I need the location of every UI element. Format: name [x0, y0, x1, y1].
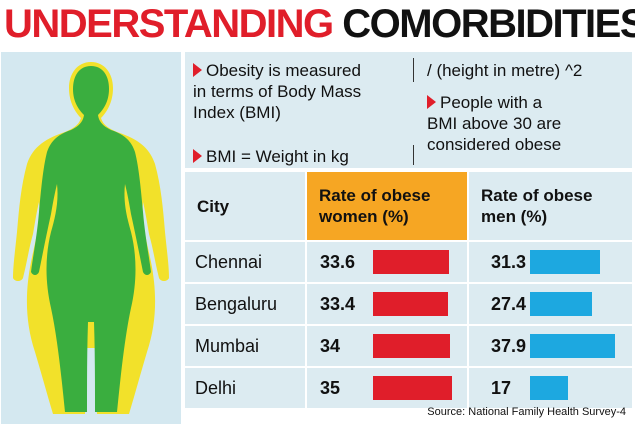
header-women-line-1: Rate of obese: [319, 186, 431, 205]
obese-line-1: People with a: [440, 93, 543, 112]
obesity-line-1: Obesity is measured: [206, 61, 361, 80]
normal-silhouette: [31, 66, 151, 412]
arrow-icon: [193, 63, 202, 77]
obesity-line-3: Index (BMI): [193, 103, 281, 122]
men-value-label: 17: [491, 378, 512, 398]
city-label: Chennai: [195, 252, 263, 272]
header-men-cell: [469, 172, 632, 240]
arrow-icon: [193, 149, 202, 163]
obese-threshold: People with a BMI above 30 are considere…: [427, 92, 627, 155]
info-panel: [185, 52, 632, 168]
header-women: Rate of obese women (%): [319, 185, 464, 227]
table-row-city-cell: [185, 284, 305, 324]
bmi-formula-continued: / (height in metre) ^2: [427, 61, 583, 80]
bmi-formula: BMI = Weight in kg: [193, 146, 413, 167]
obesity-definition: Obesity is measured in terms of Body Mas…: [193, 60, 408, 123]
obese-line-3: considered obese: [427, 135, 562, 154]
women-value-label: 34: [320, 336, 341, 356]
body-silhouette-icon: [13, 62, 169, 414]
obesity-line-2: in terms of Body Mass: [193, 82, 362, 101]
bmi-formula-text: BMI = Weight in kg: [206, 147, 349, 166]
women-value-label: 35: [320, 378, 341, 398]
body-figure-panel: [1, 52, 181, 424]
women-value-label: 33.4: [320, 294, 356, 314]
info-divider: [413, 145, 414, 165]
men-bar: [530, 334, 616, 358]
header-city: City: [197, 197, 230, 216]
header-men-line-1: Rate of obese: [481, 186, 593, 205]
city-label: Mumbai: [195, 336, 260, 356]
men-value-label: 31.3: [491, 252, 527, 272]
info-divider: [413, 58, 414, 82]
obese-line-2: BMI above 30 are: [427, 114, 562, 133]
obesity-table: City Rate of obese women (%) Rate of obe…: [185, 172, 632, 424]
men-value-label: 27.4: [491, 294, 527, 314]
title-part-understanding: UNDERSTANDING: [4, 2, 334, 46]
header-men: Rate of obese men (%): [481, 185, 626, 227]
header-women-line-2: women (%): [319, 207, 409, 226]
table-row-city-cell: [185, 326, 305, 366]
men-bar: [530, 292, 592, 316]
city-label: Bengaluru: [195, 294, 278, 314]
title-part-comorbidities: COMORBIDITIES: [342, 2, 635, 46]
men-value-label: 37.9: [491, 336, 527, 356]
table-row-city-cell: [185, 242, 305, 282]
city-label: Delhi: [195, 378, 237, 398]
header-women-cell: [307, 172, 467, 240]
header-city-cell: [185, 172, 305, 240]
table-row-city-cell: [185, 368, 305, 408]
women-bar: [373, 376, 452, 400]
women-value-label: 33.6: [320, 252, 356, 272]
header-men-line-2: men (%): [481, 207, 548, 226]
arrow-icon: [427, 95, 436, 109]
source-note: Source: National Family Health Survey-4: [427, 406, 626, 418]
page-title: UNDERSTANDING COMORBIDITIES: [4, 0, 635, 48]
women-bar: [373, 292, 449, 316]
women-bar: [373, 250, 449, 274]
women-bar: [373, 334, 450, 358]
men-bar: [530, 250, 601, 274]
men-bar: [530, 376, 569, 400]
